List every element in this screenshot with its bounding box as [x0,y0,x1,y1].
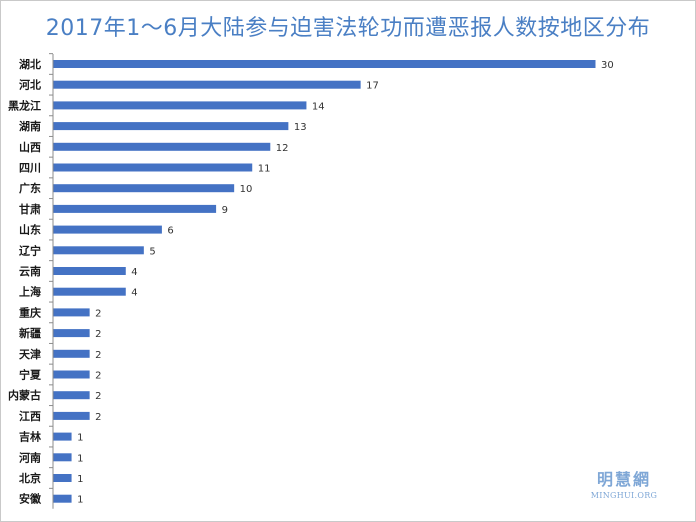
bar [53,329,90,338]
bar [53,349,90,358]
data-label: 11 [258,164,271,175]
category-label: 湖南 [19,119,41,133]
data-label: 2 [95,412,101,423]
bar [53,163,253,172]
watermark-cn: 明慧網 [596,470,651,489]
category-label: 安徽 [19,492,42,506]
category-label: 四川 [19,162,41,175]
data-label: 2 [95,391,101,402]
bar [53,142,271,151]
bar [53,474,72,482]
category-label: 上海 [19,285,41,299]
data-label: 12 [276,143,289,154]
category-label: 甘肃 [19,202,41,216]
bar [53,287,126,296]
data-label: 17 [366,81,379,92]
data-label: 1 [77,433,83,444]
data-label: 2 [95,371,101,382]
data-label: 6 [167,226,173,237]
category-label: 吉林 [19,430,41,444]
bar [53,101,307,110]
bar [53,494,72,503]
category-label: 黑龙江 [8,98,41,112]
bar [53,370,90,379]
category-label: 广东 [19,181,41,195]
category-label: 湖北 [19,57,41,71]
data-label: 1 [77,453,83,464]
data-label: 1 [77,495,83,506]
bar [53,184,235,193]
data-label: 14 [312,101,325,112]
category-label: 山西 [19,140,41,154]
category-label: 云南 [19,264,41,278]
category-label: 新疆 [19,326,41,340]
category-label: 内蒙古 [8,388,41,402]
bar [53,80,361,89]
bar [53,267,126,275]
data-label: 5 [149,246,155,257]
category-label: 辽宁 [19,243,41,257]
bar [53,453,72,462]
category-label: 江西 [19,409,41,423]
data-label: 2 [95,308,101,319]
category-label: 河南 [19,450,41,464]
watermark-en: MINGHUI.ORG [590,491,658,500]
data-label: 1 [77,474,83,485]
bar [53,225,162,234]
bar [53,391,90,400]
category-label: 山东 [19,223,41,237]
category-label: 河北 [19,78,41,92]
minghui-watermark: 明慧網 MINGHUI.ORG [586,466,662,500]
bar [53,308,90,317]
bar [53,432,72,441]
category-label: 宁夏 [19,368,42,382]
data-label: 2 [95,350,101,361]
data-label: 4 [131,288,137,299]
chart-title: 2017年1～6月大陆参与迫害法轮功而遭恶报人数按地区分布 [45,16,651,41]
data-label: 9 [222,205,228,216]
bar [53,60,596,68]
category-label: 天津 [19,347,41,361]
data-label: 2 [95,329,101,340]
data-label: 30 [601,60,614,71]
bar [53,411,90,420]
bar [53,122,289,131]
data-label: 13 [294,122,307,133]
category-label: 重庆 [19,305,41,319]
data-label: 10 [240,184,253,195]
category-label: 北京 [19,471,41,485]
bar [53,204,217,213]
data-label: 4 [131,267,137,278]
bar [53,246,144,255]
